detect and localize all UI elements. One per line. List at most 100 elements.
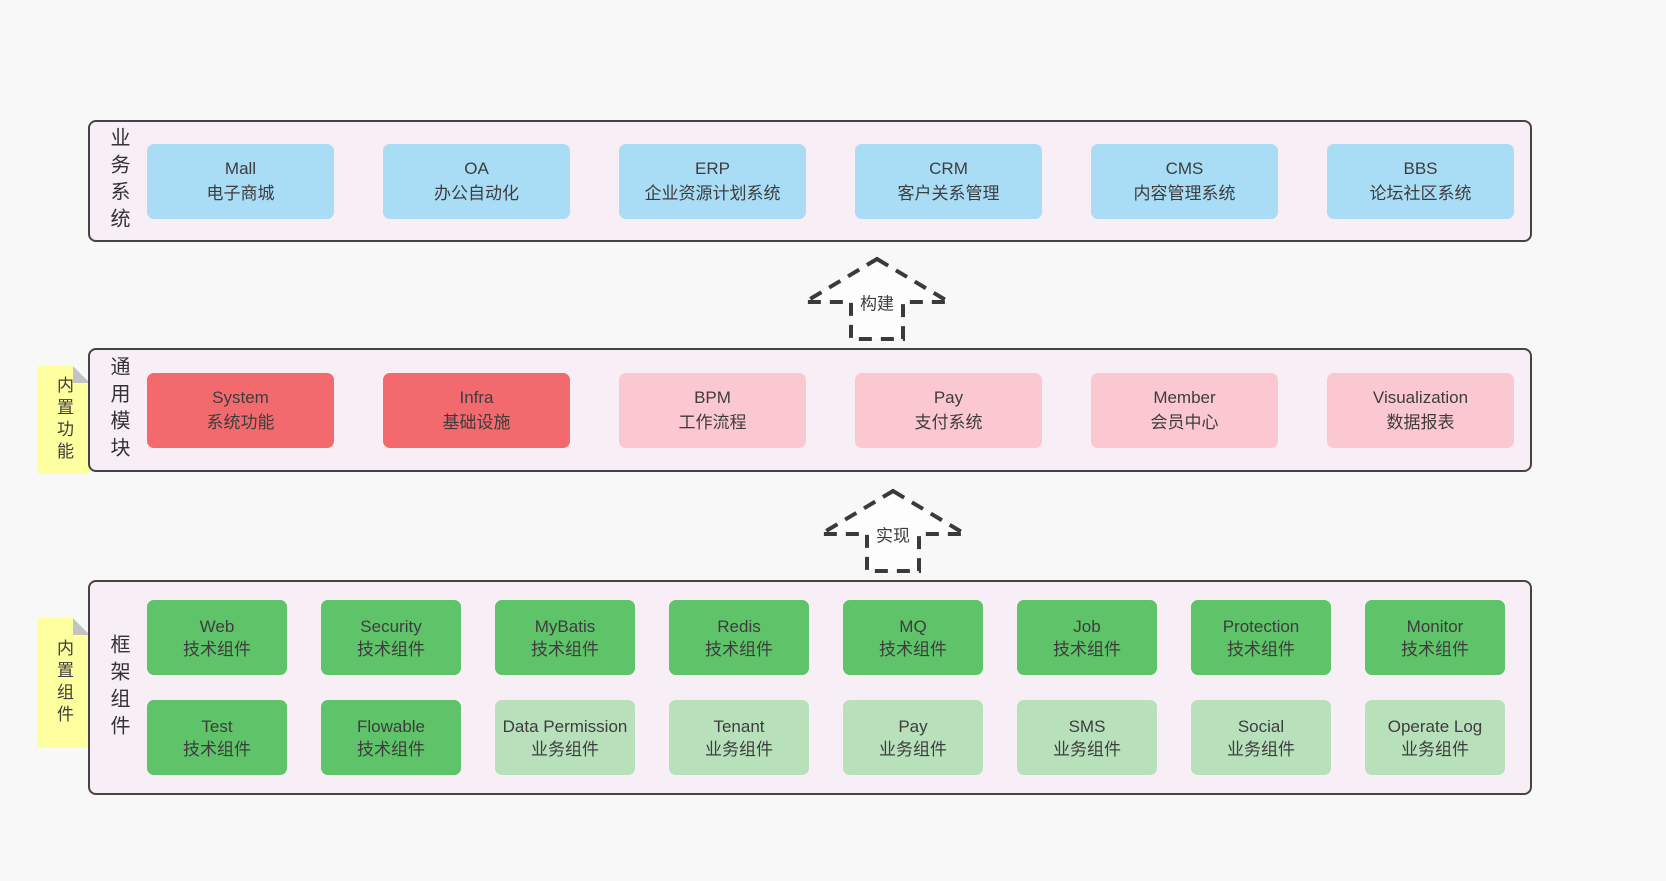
box-title: CRM xyxy=(929,159,968,178)
layer-label-business-systems: 业务系统 xyxy=(107,127,129,235)
box-title: ERP xyxy=(695,159,730,178)
box-title: Visualization xyxy=(1372,388,1469,407)
box-title: Pay xyxy=(898,716,928,736)
box-title: Infra xyxy=(459,388,494,407)
box-test: Test 技术组件 xyxy=(147,700,287,775)
box-title: System xyxy=(212,388,269,407)
box-title: SMS xyxy=(1068,716,1106,736)
box-visualization: Visualization 数据报表 xyxy=(1327,372,1514,448)
box-subtitle: 业务组件 xyxy=(531,739,599,759)
box-title: Member xyxy=(1153,388,1216,407)
box-title: MyBatis xyxy=(534,616,596,636)
box-subtitle: 技术组件 xyxy=(1401,639,1469,659)
box-operate-log: Operate Log 业务组件 xyxy=(1365,700,1505,775)
note-text: 内置功能 xyxy=(54,376,73,464)
box-erp: ERP 企业资源计划系统 xyxy=(619,143,806,219)
layer-business-systems: 业务系统 Mall 电子商城 OA 办公自动化 ERP 企业资源计划系统 CRM… xyxy=(88,120,1532,242)
box-mall: Mall 电子商城 xyxy=(147,143,334,219)
box-flowable: Flowable 技术组件 xyxy=(321,700,461,775)
sticky-note-built-in-features: 内置功能 xyxy=(37,366,90,474)
box-title: Test xyxy=(201,716,233,736)
box-subtitle: 技术组件 xyxy=(357,739,425,759)
box-bpm: BPM 工作流程 xyxy=(619,372,806,448)
box-subtitle: 技术组件 xyxy=(183,639,251,659)
box-social: Social 业务组件 xyxy=(1191,700,1331,775)
box-subtitle: 支付系统 xyxy=(914,413,983,432)
box-title: Tenant xyxy=(713,716,765,736)
box-subtitle: 数据报表 xyxy=(1386,413,1455,432)
box-title: Job xyxy=(1073,616,1101,636)
box-subtitle: 系统功能 xyxy=(206,413,275,432)
box-oa: OA 办公自动化 xyxy=(383,143,570,219)
layer-common-modules: 通用模块 System 系统功能 Infra 基础设施 BPM 工作流程 Pay… xyxy=(88,348,1532,472)
box-subtitle: 业务组件 xyxy=(1227,739,1295,759)
box-subtitle: 技术组件 xyxy=(879,639,947,659)
note-text: 内置组件 xyxy=(54,639,73,727)
box-cms: CMS 内容管理系统 xyxy=(1091,143,1278,219)
box-subtitle: 电子商城 xyxy=(206,184,275,203)
box-subtitle: 业务组件 xyxy=(1401,739,1469,759)
box-bbs: BBS 论坛社区系统 xyxy=(1327,143,1514,219)
box-subtitle: 会员中心 xyxy=(1150,413,1219,432)
layer-framework-components: 框架组件 Web 技术组件 Security 技术组件 MyBatis 技术组件… xyxy=(88,580,1532,795)
box-title: BBS xyxy=(1403,159,1438,178)
box-subtitle: 内容管理系统 xyxy=(1133,184,1236,203)
box-title: Mall xyxy=(224,159,257,178)
box-title: OA xyxy=(464,159,489,178)
box-crm: CRM 客户关系管理 xyxy=(855,143,1042,219)
box-member: Member 会员中心 xyxy=(1091,372,1278,448)
box-title: Pay xyxy=(933,388,964,407)
box-redis: Redis 技术组件 xyxy=(669,600,809,675)
box-title: Social xyxy=(1237,716,1285,736)
box-title: Protection xyxy=(1222,616,1300,636)
box-security: Security 技术组件 xyxy=(321,600,461,675)
box-subtitle: 业务组件 xyxy=(1053,739,1121,759)
business-boxes-row: Mall 电子商城 OA 办公自动化 ERP 企业资源计划系统 CRM 客户关系… xyxy=(147,122,1514,240)
dashed-up-arrow-implement: 实现 xyxy=(818,488,968,574)
box-title: Data Permission xyxy=(502,716,628,736)
box-subtitle: 企业资源计划系统 xyxy=(644,184,781,203)
box-subtitle: 技术组件 xyxy=(705,639,773,659)
box-subtitle: 技术组件 xyxy=(183,739,251,759)
box-protection: Protection 技术组件 xyxy=(1191,600,1331,675)
layer-label-framework-components: 框架组件 xyxy=(107,633,129,742)
box-subtitle: 技术组件 xyxy=(357,639,425,659)
box-infra: Infra 基础设施 xyxy=(383,372,570,448)
box-title: CMS xyxy=(1165,159,1204,178)
box-subtitle: 工作流程 xyxy=(678,413,747,432)
box-subtitle: 业务组件 xyxy=(705,739,773,759)
box-system: System 系统功能 xyxy=(147,372,334,448)
box-web: Web 技术组件 xyxy=(147,600,287,675)
modules-boxes-row: System 系统功能 Infra 基础设施 BPM 工作流程 Pay 支付系统… xyxy=(147,350,1514,470)
arrow-label-build: 构建 xyxy=(857,288,897,316)
box-title: Redis xyxy=(717,616,761,636)
box-title: Flowable xyxy=(356,716,426,736)
box-data-permission: Data Permission 业务组件 xyxy=(495,700,635,775)
box-title: BPM xyxy=(694,388,731,407)
box-monitor: Monitor 技术组件 xyxy=(1365,600,1505,675)
box-subtitle: 技术组件 xyxy=(1227,639,1295,659)
box-subtitle: 技术组件 xyxy=(1053,639,1121,659)
box-sms: SMS 业务组件 xyxy=(1017,700,1157,775)
box-mq: MQ 技术组件 xyxy=(843,600,983,675)
box-pay-module: Pay 支付系统 xyxy=(855,372,1042,448)
box-title: Operate Log xyxy=(1387,716,1483,736)
box-subtitle: 业务组件 xyxy=(879,739,947,759)
box-title: MQ xyxy=(899,616,927,636)
arrow-label-implement: 实现 xyxy=(873,520,913,548)
dashed-up-arrow-build: 构建 xyxy=(802,256,952,342)
box-title: Web xyxy=(199,616,235,636)
box-tenant: Tenant 业务组件 xyxy=(669,700,809,775)
box-subtitle: 技术组件 xyxy=(531,639,599,659)
box-subtitle: 客户关系管理 xyxy=(897,184,1000,203)
box-job: Job 技术组件 xyxy=(1017,600,1157,675)
box-subtitle: 基础设施 xyxy=(442,413,511,432)
components-boxes-grid: Web 技术组件 Security 技术组件 MyBatis 技术组件 Redi… xyxy=(147,582,1505,793)
box-mybatis: MyBatis 技术组件 xyxy=(495,600,635,675)
box-title: Security xyxy=(360,616,422,636)
sticky-note-built-in-components: 内置组件 xyxy=(37,618,90,748)
box-title: Monitor xyxy=(1406,616,1464,636)
box-pay-component: Pay 业务组件 xyxy=(843,700,983,775)
layer-label-common-modules: 通用模块 xyxy=(107,356,129,464)
